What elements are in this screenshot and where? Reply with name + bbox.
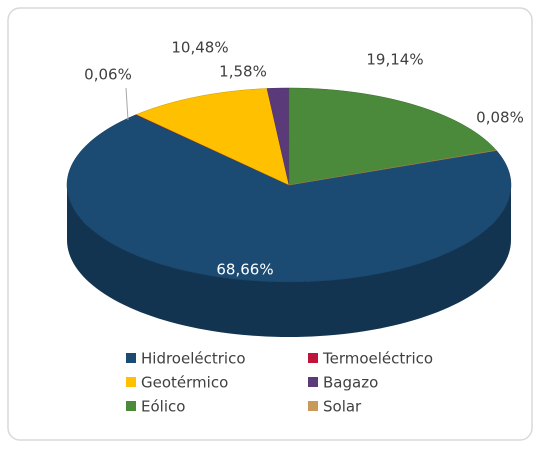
- pie-slice: [66, 114, 512, 283]
- legend-swatch: [308, 377, 318, 387]
- data-label: 68,66%: [216, 261, 273, 279]
- pie-side: [67, 185, 511, 337]
- pie-slice: [135, 88, 290, 186]
- legend-swatch: [308, 401, 318, 411]
- legend-label: Bagazo: [323, 374, 378, 392]
- data-label: 0,06%: [84, 66, 132, 84]
- legend-label: Hidroeléctrico: [141, 350, 246, 368]
- leader-line: [125, 87, 129, 121]
- data-label: 10,48%: [171, 39, 228, 57]
- data-label: 19,14%: [366, 51, 423, 69]
- legend-swatch: [126, 401, 136, 411]
- legend-swatch: [126, 377, 136, 387]
- legend-label: Termoeléctrico: [322, 350, 433, 368]
- legend-swatch: [126, 353, 136, 363]
- pie-slice: [288, 149, 498, 186]
- legend-label: Geotérmico: [141, 374, 228, 392]
- legend-swatch: [308, 353, 318, 363]
- data-label: 0,08%: [476, 109, 524, 127]
- legend-label: Solar: [323, 398, 362, 416]
- data-label: 1,58%: [219, 63, 267, 81]
- legend-label: Eólico: [141, 398, 185, 416]
- pie-slice: [288, 87, 497, 186]
